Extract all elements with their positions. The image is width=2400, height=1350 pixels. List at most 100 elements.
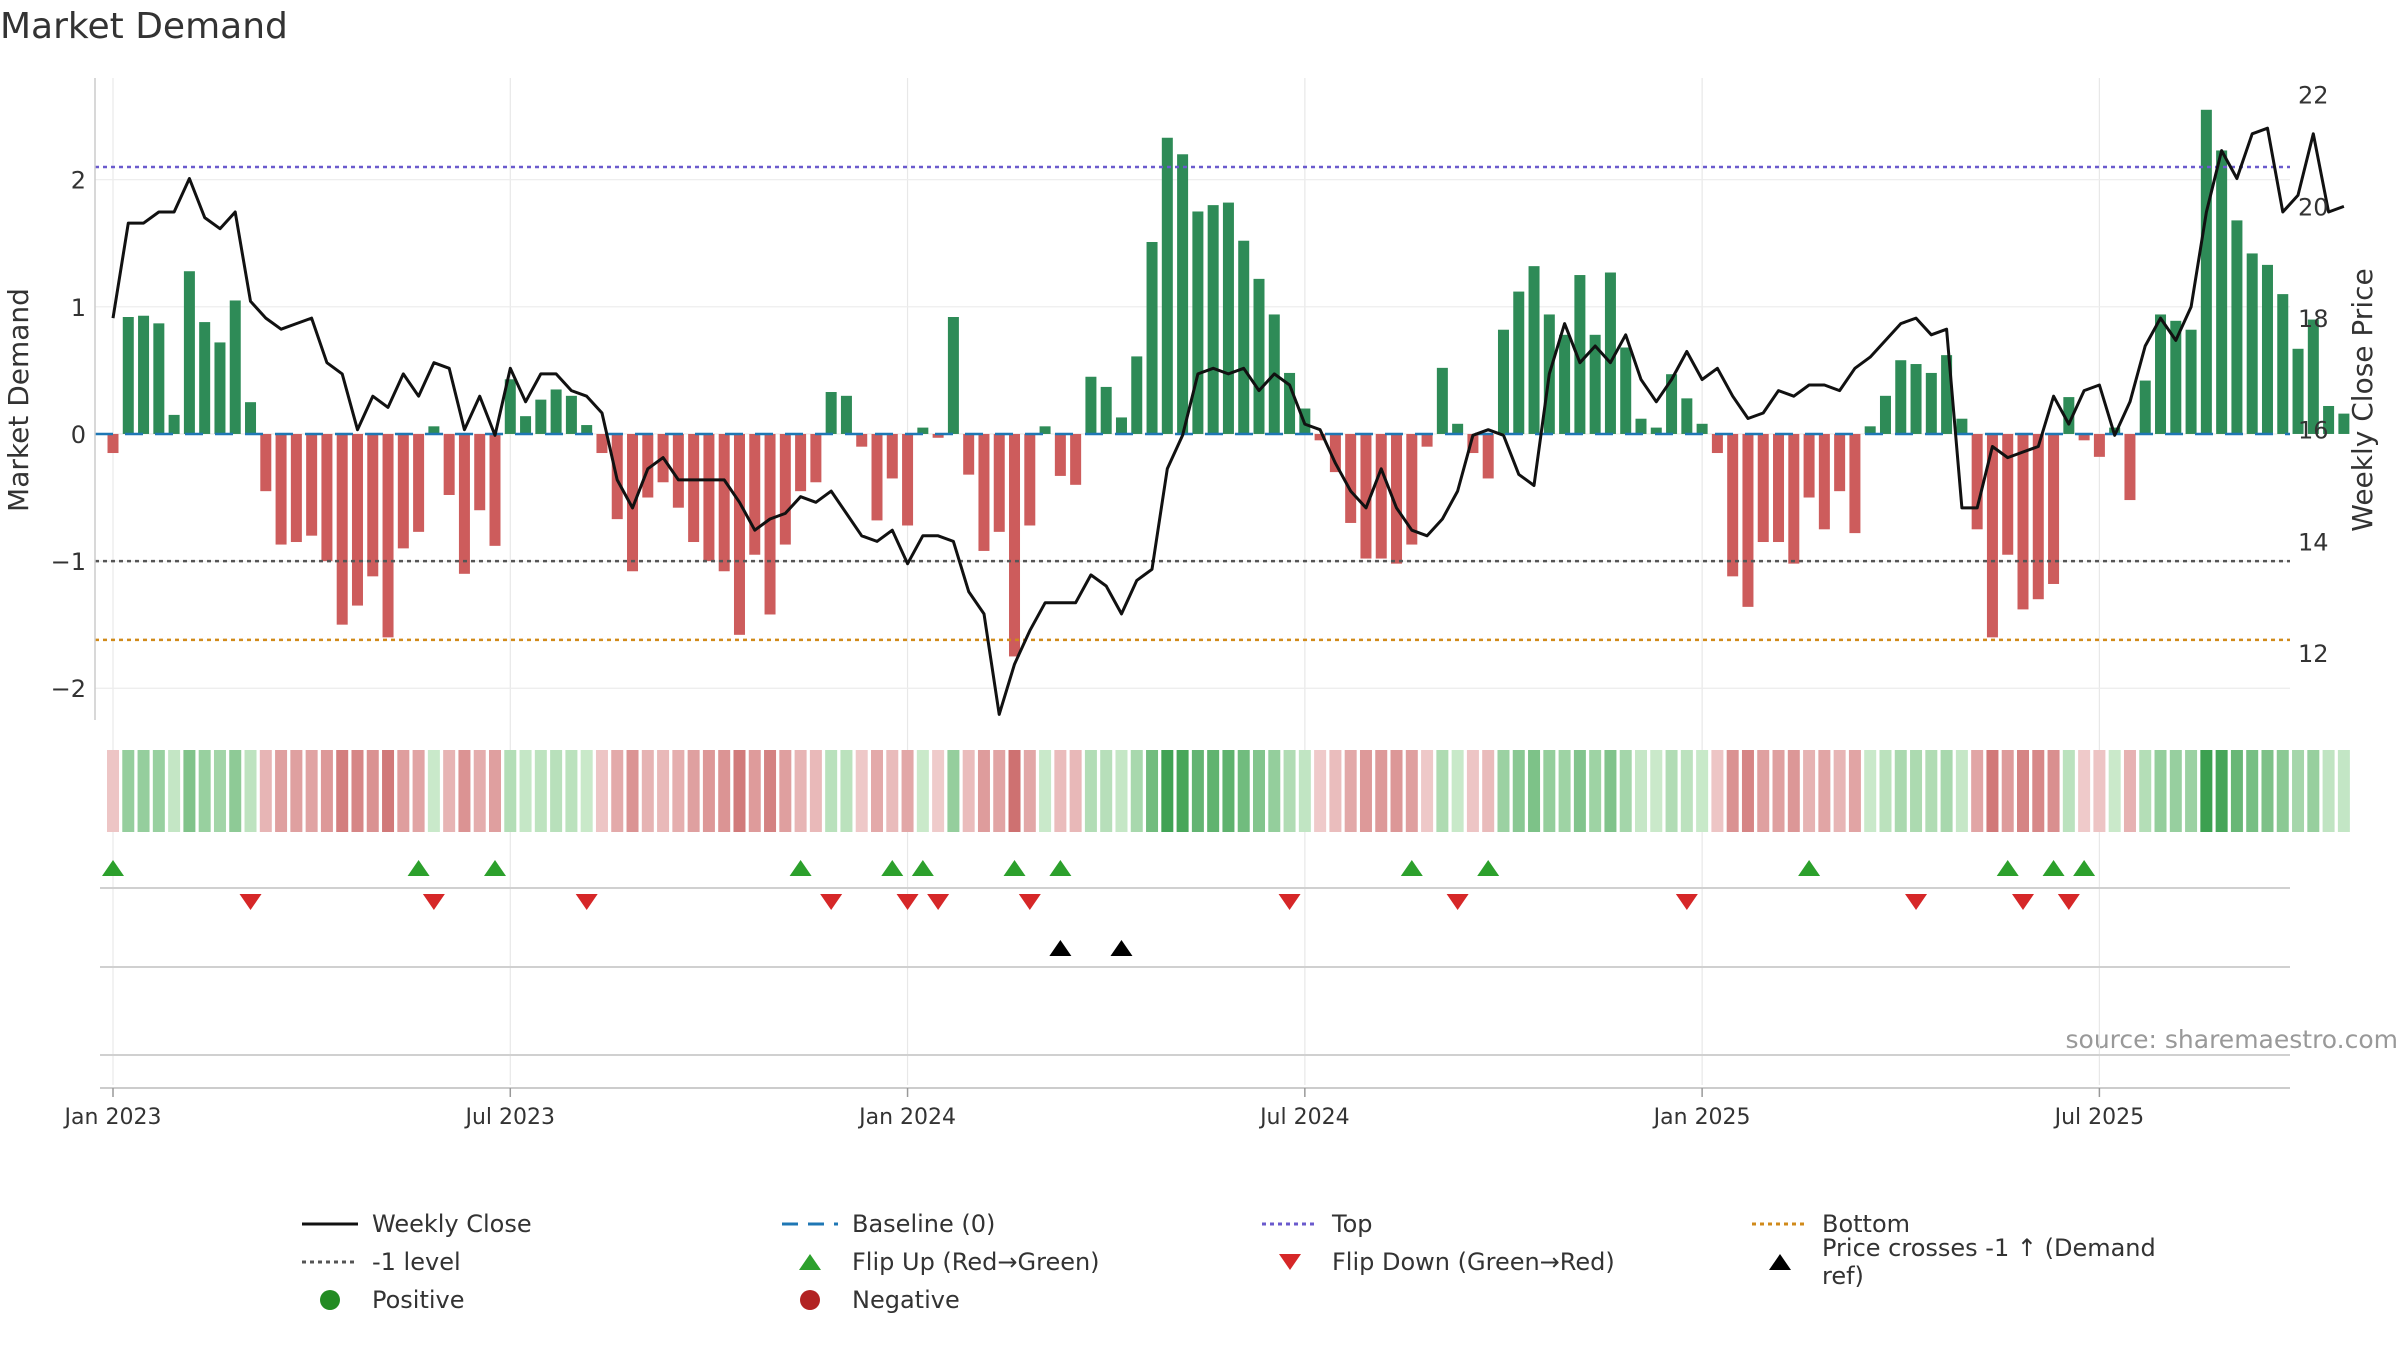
heat-cell [2322, 750, 2335, 832]
heat-cell [748, 750, 761, 832]
flip-down-marker [239, 894, 262, 910]
axis-layer: 2 1 0 −1 −2 22 20 18 16 14 12 Jan 2023 Jul 2023 Jan 2… [51, 78, 2329, 1130]
left-axis-label: Market Demand [2, 288, 35, 512]
circle-icon [300, 1286, 360, 1314]
demand-bar [688, 433, 700, 543]
heat-cell [2337, 750, 2350, 832]
demand-bar [1971, 433, 1983, 530]
heat-cell [1803, 750, 1816, 832]
demand-bar [1864, 426, 1876, 434]
right-tick-label: 20 [2298, 193, 2329, 221]
demand-bar [1345, 433, 1357, 523]
dotted-swatch-icon [300, 1248, 360, 1276]
demand-bar [2063, 397, 2075, 434]
heat-cell [1619, 750, 1632, 832]
heat-cell [1711, 750, 1724, 832]
demand-bar [1207, 205, 1219, 434]
heat-cell [137, 750, 150, 832]
weekly-close-line [111, 126, 2345, 716]
heat-cell [336, 750, 349, 832]
heat-cell [183, 750, 196, 832]
demand-bar [2032, 433, 2044, 600]
flip-up-marker [1400, 860, 1423, 876]
heat-cell [1375, 750, 1388, 832]
heat-cell [1359, 750, 1372, 832]
heat-cell [1329, 750, 1342, 832]
heat-cell [1314, 750, 1327, 832]
flip-down-marker [2057, 894, 2080, 910]
demand-bar [1604, 272, 1616, 434]
demand-bar [2216, 150, 2228, 434]
demand-bar [581, 425, 593, 434]
heat-cell [1726, 750, 1739, 832]
heat-cell [1115, 750, 1128, 832]
x-tick-label: Jul 2024 [1258, 1105, 1350, 1130]
legend-label: Positive [372, 1286, 465, 1314]
heat-cell [580, 750, 593, 832]
flip-down-marker [820, 894, 843, 910]
demand-bar [107, 433, 119, 454]
demand-bar [489, 433, 501, 546]
demand-bar [932, 433, 944, 438]
heat-cell [1069, 750, 1082, 832]
x-tick-label: Jan 2023 [63, 1105, 162, 1130]
demand-bar [1421, 433, 1433, 447]
demand-bar [886, 433, 898, 479]
heat-cell [443, 750, 456, 832]
heat-cell [1161, 750, 1174, 832]
legend-item: Negative [780, 1286, 960, 1314]
demand-bar [2017, 433, 2029, 610]
heat-cell [1787, 750, 1800, 832]
demand-bar [1635, 418, 1647, 434]
demand-bar [1452, 423, 1464, 434]
left-tick-label: 0 [71, 421, 86, 449]
demand-bar [993, 433, 1005, 532]
heat-cell [1390, 750, 1403, 832]
demand-bar [1482, 433, 1494, 479]
legend-item: Positive [300, 1286, 465, 1314]
heat-cell [1848, 750, 1861, 832]
demand-bar [1467, 433, 1479, 454]
demand-bar [520, 416, 532, 434]
heat-cell [1635, 750, 1647, 832]
demand-bar [1834, 433, 1846, 492]
heat-cell [1237, 750, 1250, 832]
demand-bar [153, 323, 165, 434]
heat-cell [1680, 750, 1693, 832]
demand-bar [443, 433, 455, 495]
circle-icon [780, 1286, 840, 1314]
heat-cell [259, 750, 272, 832]
demand-bar [428, 426, 440, 434]
heat-cell [1528, 750, 1541, 832]
left-tick-label: 1 [71, 294, 86, 322]
demand-bar [1941, 355, 1953, 434]
legend-item: -1 level [300, 1248, 461, 1276]
demand-bar [1497, 329, 1509, 434]
demand-bar [336, 433, 348, 625]
heat-cell [2169, 750, 2182, 832]
price-cross-marker [1049, 940, 1072, 956]
heat-cell [1879, 750, 1892, 832]
legend-label: -1 level [372, 1248, 461, 1276]
dash-swatch-icon [780, 1210, 840, 1238]
demand-bar [1818, 433, 1830, 530]
legend-item: Top [1260, 1210, 1373, 1238]
demand-bar [871, 433, 883, 521]
heat-cell [1757, 750, 1770, 832]
demand-bar [474, 433, 486, 511]
flip-down-marker [2012, 894, 2034, 910]
heat-cell [1818, 750, 1831, 832]
demand-bar [1620, 347, 1632, 434]
demand-bar [199, 322, 211, 434]
demand-bar [733, 433, 745, 635]
right-tick-label: 12 [2298, 640, 2329, 668]
demand-bar [596, 433, 608, 454]
demand-bar [458, 433, 470, 574]
demand-bar [275, 433, 287, 545]
heat-cell [290, 750, 303, 832]
demand-bar [351, 433, 363, 606]
demand-bar [795, 433, 807, 492]
heat-cell [977, 750, 990, 832]
heat-cell [1971, 750, 1984, 832]
demand-bar [947, 317, 959, 434]
